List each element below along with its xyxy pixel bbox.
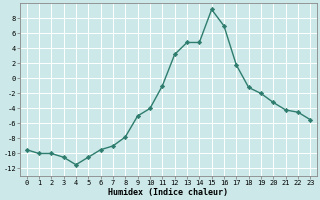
X-axis label: Humidex (Indice chaleur): Humidex (Indice chaleur)	[108, 188, 228, 197]
